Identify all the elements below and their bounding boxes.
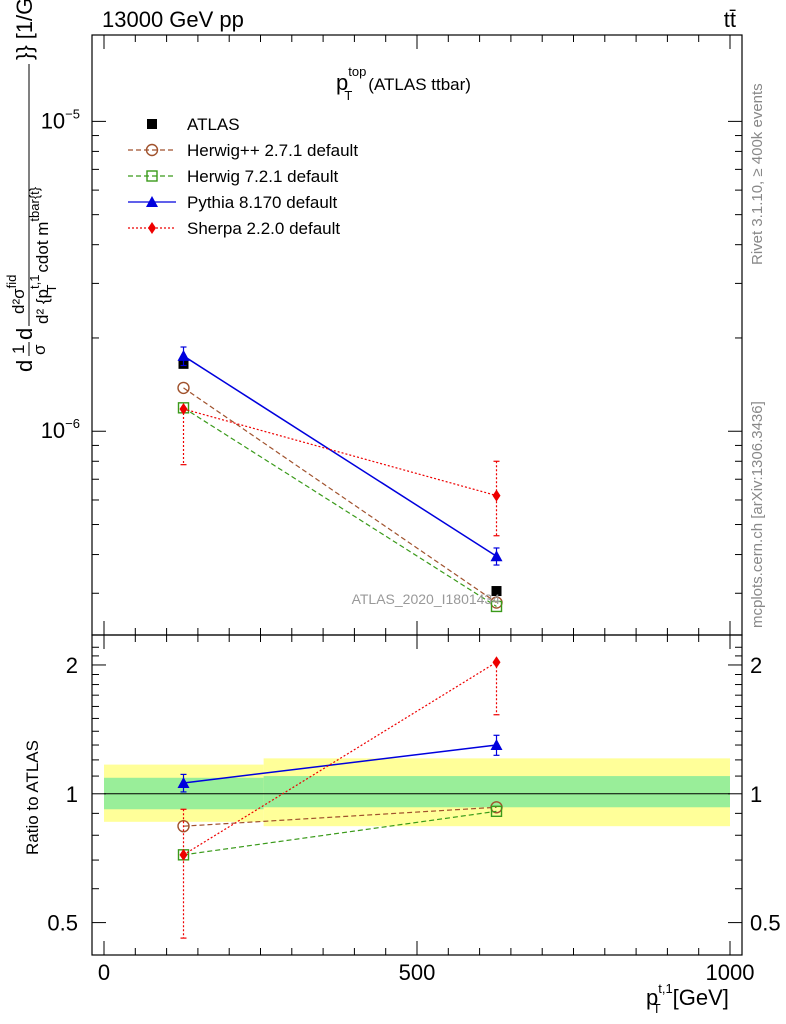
main-series-herwigpp <box>177 381 503 609</box>
main-y-tick-label: 10−6 <box>41 416 80 443</box>
main-point-pythia-0 <box>177 349 190 361</box>
analysis-watermark: ATLAS_2020_I1801434 <box>352 591 501 607</box>
plot-title-main: p <box>336 70 348 95</box>
legend-label-herwigpp: Herwig++ 2.7.1 default <box>187 141 358 160</box>
ratio-series-sherpa <box>179 656 501 939</box>
main-point-sherpa-0 <box>179 402 188 415</box>
svg-text:d: d <box>12 328 37 340</box>
plot-title: ptop T (ATLAS ttbar) <box>336 64 471 103</box>
main-line-herwig7 <box>183 407 497 607</box>
main-line-sherpa <box>183 408 497 497</box>
plot-title-sup: top <box>348 64 366 79</box>
plot-title-sub: T <box>344 88 352 103</box>
ratio-y-tick-label: 1 <box>66 782 78 807</box>
ylabel-frac1-num: 1 <box>9 345 28 354</box>
main-point-pythia-1 <box>490 550 503 562</box>
ratio-point-sherpa-0 <box>179 848 188 861</box>
ratio-line-herwig7 <box>183 810 497 856</box>
ratio-y-tick-label-right: 1 <box>750 782 762 807</box>
main-point-herwig7-1 <box>490 600 503 613</box>
main-line-pythia <box>183 355 497 557</box>
main-point-ATLAS-1 <box>491 586 502 597</box>
ratio-y-tick-label-right: 2 <box>750 653 762 678</box>
rivet-version-text: Rivet 3.1.10, ≥ 400k events <box>749 83 766 265</box>
main-y-axis-label: d 1 σ d d²σfid d² {pt,1 Tcdot mtbar{t} }}… <box>4 0 59 372</box>
ratio-uncertainty-bands <box>104 758 730 827</box>
ratio-y-axis-label: Ratio to ATLAS <box>23 740 42 855</box>
energy-label: 13000 GeV pp <box>102 7 244 32</box>
svg-text:d: d <box>12 360 37 372</box>
ratio-series-pythia <box>177 734 503 793</box>
legend-marker-herwig7 <box>146 170 158 182</box>
main-series-herwig7 <box>177 402 503 613</box>
ylabel-prefix: d <box>12 360 37 372</box>
process-label: tt̄ <box>724 7 736 32</box>
legend-label-sherpa: Sherpa 2.2.0 default <box>187 219 340 238</box>
ratio-point-herwigpp-0 <box>177 819 190 833</box>
ratio-point-pythia-0 <box>177 776 190 788</box>
main-series-pythia <box>177 346 503 566</box>
ratio-y-tick-label: 2 <box>66 653 78 678</box>
plot-title-suffix: (ATLAS ttbar) <box>368 75 471 94</box>
ratio-point-pythia-1 <box>490 739 503 751</box>
x-axis-label: pt,1 T [GeV] <box>646 981 729 1016</box>
main-y-tick-label: 10−5 <box>41 106 80 133</box>
legend: ATLAS Herwig++ 2.7.1 default Herwig 7.2.1 … <box>128 115 358 238</box>
legend-marker-sherpa <box>148 222 156 234</box>
x-tick-label: 0 <box>98 960 110 985</box>
main-line-herwigpp <box>183 387 497 604</box>
legend-label-ATLAS: ATLAS <box>187 115 240 134</box>
band-inner-1 <box>263 776 730 808</box>
ratio-point-herwig7-1 <box>490 805 503 818</box>
main-panel-series <box>177 346 503 613</box>
legend-marker-herwigpp <box>145 143 159 157</box>
ratio-line-sherpa <box>183 661 497 856</box>
x-tick-label: 1000 <box>706 960 755 985</box>
mcplots-text: mcplots.cern.ch [arXiv:1306.3436] <box>749 401 766 628</box>
main-point-sherpa-1 <box>492 489 501 502</box>
ratio-y-tick-label-right: 0.5 <box>750 911 781 936</box>
legend-label-herwig7: Herwig 7.2.1 default <box>187 167 338 186</box>
legend-label-pythia: Pythia 8.170 default <box>187 193 338 212</box>
legend-marker-pythia <box>146 196 158 207</box>
x-tick-label: 500 <box>399 960 436 985</box>
axis-tick-labels: 0 500 1000 10−5 10−6 0.5 0.5 1 1 2 2 <box>41 106 781 985</box>
main-series-ATLAS <box>178 358 502 597</box>
ratio-line-pythia <box>183 744 497 784</box>
axis-ticks <box>92 35 742 955</box>
ylabel-frac2-den: d² {pt,1 Tcdot mtbar{t} <box>27 186 59 324</box>
main-series-sherpa <box>179 402 501 537</box>
ratio-point-sherpa-1 <box>492 656 501 669</box>
main-point-herwigpp-0 <box>177 381 190 395</box>
ylabel-frac1-den: σ <box>30 344 49 355</box>
ratio-panel-series <box>177 656 503 939</box>
legend-marker-ATLAS <box>147 119 157 129</box>
ratio-y-tick-label: 0.5 <box>47 911 78 936</box>
ylabel-frac2-num: d²σfid <box>4 275 28 314</box>
ylabel-units: }}[1/GeV2] <box>10 0 37 60</box>
